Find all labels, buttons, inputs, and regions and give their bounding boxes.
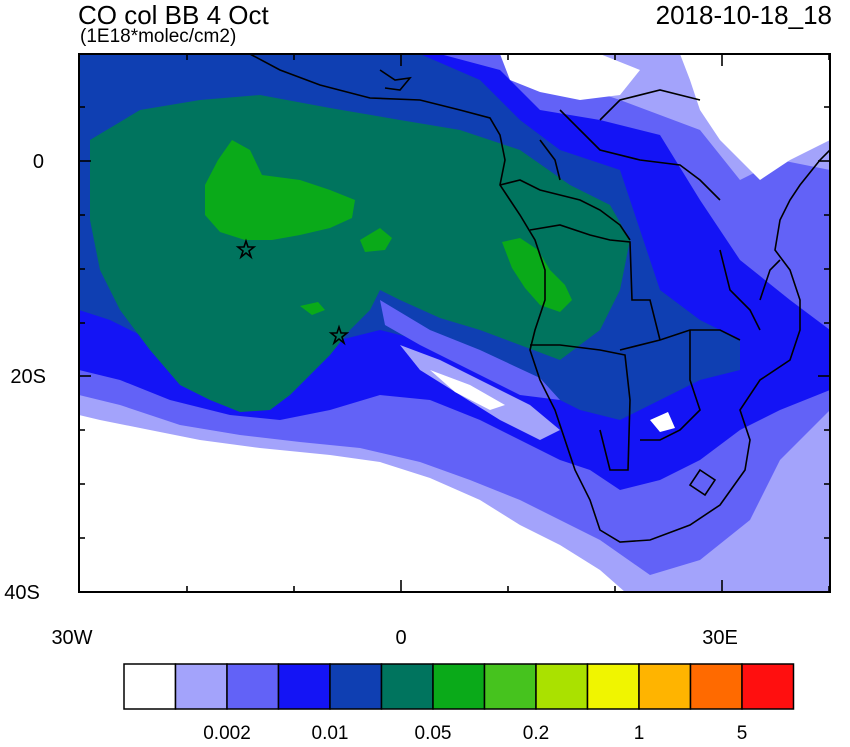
x-ticks xyxy=(78,54,830,592)
map-title: CO col BB 4 Oct xyxy=(78,0,269,30)
colorbar-swatch xyxy=(226,663,280,710)
colorbar-swatch xyxy=(432,663,486,710)
colorbar-label: 0.01 xyxy=(312,723,349,744)
colorbar-swatch xyxy=(689,663,743,710)
map-datetime: 2018-10-18_18 xyxy=(655,0,832,30)
colorbar-swatch xyxy=(174,663,228,710)
colorbar-swatch xyxy=(638,663,692,710)
y-tick-20s: 20S xyxy=(10,366,46,388)
contour-level-6-west xyxy=(205,140,355,240)
colorbar-swatch xyxy=(741,663,795,710)
colorbar-label: 0.2 xyxy=(523,723,549,744)
co-field xyxy=(79,54,830,592)
star-marker-1 xyxy=(235,238,257,260)
y-ticks xyxy=(79,106,830,593)
gap-south-africa xyxy=(650,412,675,432)
y-tick-40s: 40S xyxy=(4,582,40,604)
gap-northeast xyxy=(680,54,830,180)
gap-north xyxy=(500,54,640,100)
colorbar-label: 5 xyxy=(737,723,748,744)
coastlines xyxy=(249,54,830,543)
colorbar-swatch xyxy=(277,663,331,710)
x-tick-0: 0 xyxy=(395,627,406,649)
stripe-2 xyxy=(430,370,505,410)
colorbar-swatch xyxy=(123,663,177,710)
contour-level-6-east xyxy=(502,238,572,312)
contour-level-6-small xyxy=(360,228,392,252)
colorbar-swatch xyxy=(329,663,383,710)
stripe-3 xyxy=(380,300,560,400)
colorbar-swatch xyxy=(586,663,640,710)
colorbar-swatch xyxy=(380,663,434,710)
map-units: (1E18*molec/cm2) xyxy=(80,26,237,47)
colorbar-swatch xyxy=(483,663,537,710)
colorbar xyxy=(123,663,795,710)
colorbar-label: 1 xyxy=(634,723,645,744)
colorbar-label: 0.002 xyxy=(203,723,251,744)
x-tick-30w: 30W xyxy=(51,627,92,649)
y-tick-0: 0 xyxy=(33,151,44,173)
x-tick-30e: 30E xyxy=(702,627,738,649)
site-markers xyxy=(235,238,350,346)
contour-level-6-tiny xyxy=(300,302,325,315)
colorbar-labels: 0.002 0.01 0.05 0.2 1 5 xyxy=(203,723,747,744)
colorbar-swatch xyxy=(535,663,589,710)
star-marker-2 xyxy=(328,324,350,346)
colorbar-label: 0.05 xyxy=(415,723,452,744)
